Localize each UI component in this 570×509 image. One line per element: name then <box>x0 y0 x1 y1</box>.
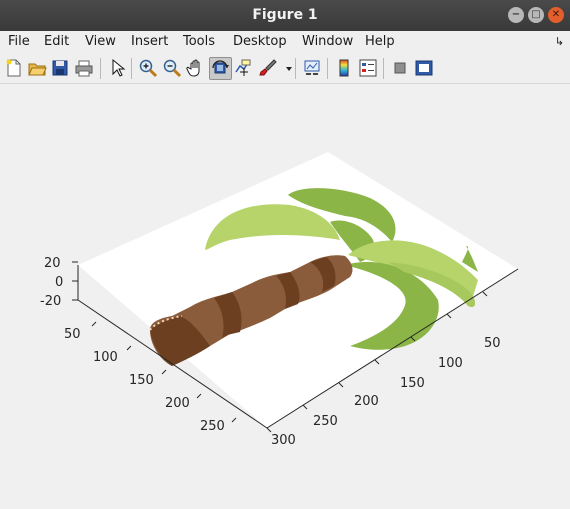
y-tick-label: 100 <box>438 356 463 371</box>
leaf-left <box>205 204 340 250</box>
x-tick-label: 250 <box>200 419 225 434</box>
z-tick-label: -20 <box>40 294 61 309</box>
toolbar-separator <box>383 58 384 79</box>
x-tick-label: 50 <box>64 327 81 342</box>
leaf-right-tip <box>462 246 478 272</box>
menu-desktop[interactable]: Desktop <box>233 34 287 49</box>
close-button[interactable]: ✕ <box>548 7 564 23</box>
leaf-right-lower <box>388 262 476 308</box>
toolbar-separator <box>295 58 296 79</box>
y-tick-label: 200 <box>354 394 379 409</box>
trunk-segment-2 <box>214 292 242 338</box>
save-icon[interactable] <box>50 58 70 78</box>
menu-help[interactable]: Help <box>365 34 395 49</box>
toolbar-separator <box>327 58 328 79</box>
menu-bar: File Edit View Insert Tools Desktop Wind… <box>0 31 570 53</box>
x-tick-label: 150 <box>129 373 154 388</box>
link-plot-icon[interactable] <box>302 58 322 78</box>
legend-icon[interactable] <box>358 58 378 78</box>
menu-insert[interactable]: Insert <box>131 34 169 49</box>
window-titlebar: Figure 1 − □ ✕ <box>0 0 570 31</box>
axes-3d[interactable]: 20 0 -20 50 100 150 200 250 50 100 150 2… <box>0 84 570 505</box>
trunk-segment-1 <box>150 316 210 366</box>
print-icon[interactable] <box>74 58 94 78</box>
y-tick-label: 50 <box>484 336 501 351</box>
rotate-3d-icon[interactable] <box>209 57 232 80</box>
menu-file[interactable]: File <box>8 34 30 49</box>
pan-hand-icon[interactable] <box>186 58 206 78</box>
trunk-highlight <box>149 315 183 331</box>
select-arrow-icon[interactable] <box>107 58 127 78</box>
window-title: Figure 1 <box>252 7 318 23</box>
axis-lines <box>72 261 519 433</box>
x-tick-label: 100 <box>93 350 118 365</box>
y-tick-label: 150 <box>400 376 425 391</box>
brush-dropdown-icon[interactable] <box>279 58 292 78</box>
y-tick-label: 250 <box>313 414 338 429</box>
z-tick-label: 0 <box>55 275 63 290</box>
figure-canvas[interactable]: 20 0 -20 50 100 150 200 250 50 100 150 2… <box>0 84 570 505</box>
colorbar-icon[interactable] <box>334 58 354 78</box>
dock-arrow-icon[interactable]: ↳ <box>554 35 564 48</box>
minimize-button[interactable]: − <box>508 7 524 23</box>
trunk-segment-4 <box>310 257 336 292</box>
figure-toolbar <box>0 53 570 84</box>
menu-window[interactable]: Window <box>302 34 354 49</box>
x-tick-label: 200 <box>165 396 190 411</box>
brush-icon[interactable] <box>258 58 278 78</box>
zoom-out-icon[interactable] <box>162 58 182 78</box>
new-figure-icon[interactable] <box>4 58 24 78</box>
maximize-button[interactable]: □ <box>528 7 544 23</box>
zoom-in-icon[interactable] <box>138 58 158 78</box>
toolbar-separator <box>100 58 101 79</box>
toolbar-separator <box>131 58 132 79</box>
leaf-lower-curl <box>345 261 439 350</box>
hide-plot-tools-icon[interactable] <box>390 58 410 78</box>
menu-view[interactable]: View <box>85 34 116 49</box>
menu-tools[interactable]: Tools <box>183 34 216 49</box>
show-plot-tools-icon[interactable] <box>414 58 434 78</box>
menu-edit[interactable]: Edit <box>44 34 70 49</box>
data-cursor-icon[interactable] <box>234 58 254 78</box>
y-tick-label: 300 <box>271 433 296 448</box>
leaf-top <box>288 188 396 242</box>
z-tick-label: 20 <box>44 256 61 271</box>
open-file-icon[interactable] <box>27 58 47 78</box>
trunk-segment-3 <box>276 272 300 309</box>
